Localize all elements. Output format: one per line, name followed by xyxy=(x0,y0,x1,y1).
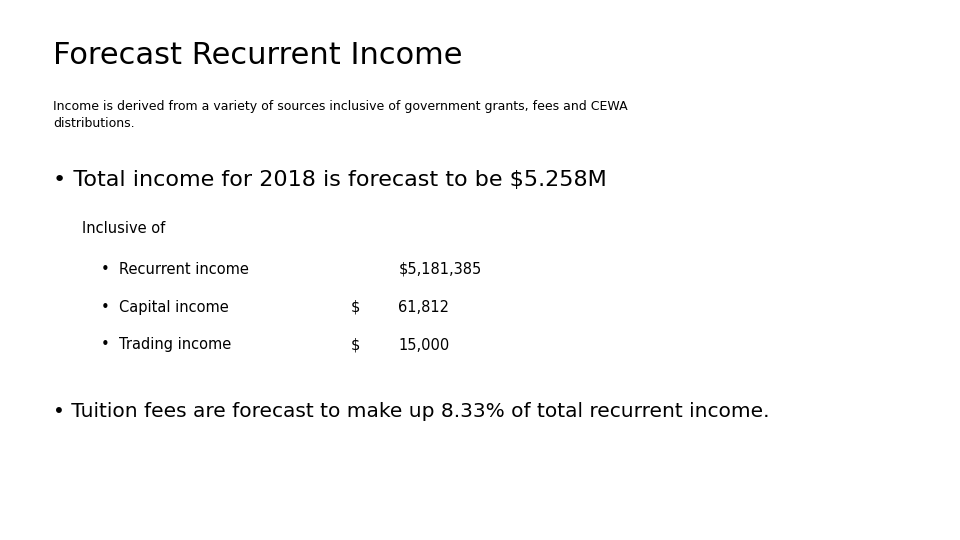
Text: 15,000: 15,000 xyxy=(398,338,449,353)
Text: $5,181,385: $5,181,385 xyxy=(398,262,482,277)
Text: 61,812: 61,812 xyxy=(398,300,449,315)
Text: •  Capital income: • Capital income xyxy=(101,300,228,315)
Text: Inclusive of: Inclusive of xyxy=(82,221,165,237)
Text: Income is derived from a variety of sources inclusive of government grants, fees: Income is derived from a variety of sour… xyxy=(53,100,628,130)
Text: • Tuition fees are forecast to make up 8.33% of total recurrent income.: • Tuition fees are forecast to make up 8… xyxy=(53,402,769,421)
Text: $: $ xyxy=(350,338,360,353)
Text: $: $ xyxy=(350,300,360,315)
Text: • Total income for 2018 is forecast to be $5.258M: • Total income for 2018 is forecast to b… xyxy=(53,170,607,190)
Text: Forecast Recurrent Income: Forecast Recurrent Income xyxy=(53,40,463,70)
Text: •  Trading income: • Trading income xyxy=(101,338,231,353)
Text: •  Recurrent income: • Recurrent income xyxy=(101,262,249,277)
